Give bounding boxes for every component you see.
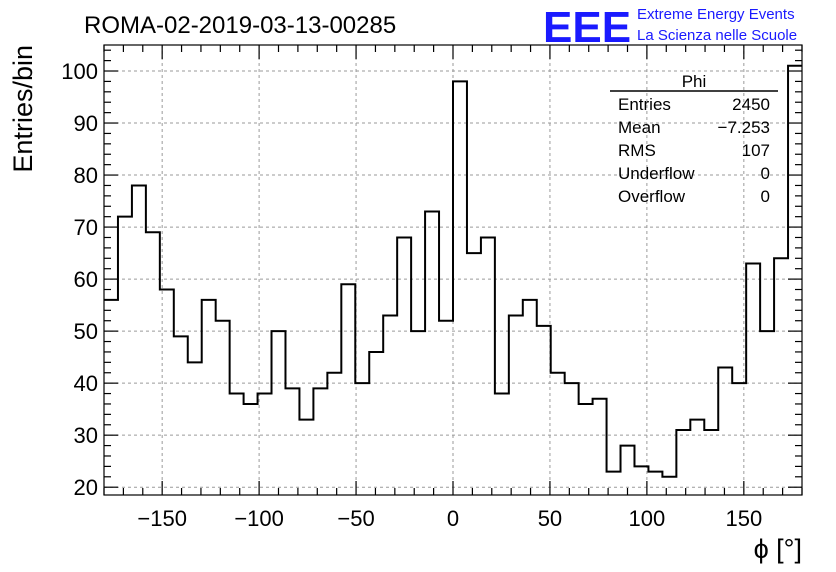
stats-value-underflow: 0 [761, 164, 770, 183]
stats-label-entries: Entries [618, 95, 671, 114]
stats-box: Phi Entries 2450 Mean −7.253 RMS 107 Underflow… [610, 72, 778, 206]
stats-rows: Entries 2450 Mean −7.253 RMS 107 Underflow 0 Ove… [618, 95, 770, 206]
y-tick-label-2: 40 [74, 371, 98, 396]
stats-value-rms: 107 [742, 141, 770, 160]
logo-line-1: Extreme Energy Events [637, 6, 795, 23]
logo-line-2: La Scienza nelle Scuole [637, 27, 797, 44]
stats-value-overflow: 0 [761, 187, 770, 206]
y-tick-label-3: 50 [74, 319, 98, 344]
stats-value-mean: −7.253 [718, 118, 770, 137]
histogram-bins [104, 64, 802, 478]
stats-value-entries: 2450 [732, 95, 770, 114]
stats-label-mean: Mean [618, 118, 661, 137]
x-tick-labels: −150 −100 −50 0 50 100 150 [137, 506, 762, 531]
x-tick-label-1: −100 [234, 506, 284, 531]
x-tick-label-0: −150 [137, 506, 187, 531]
plot-frame [103, 44, 803, 496]
y-tick-label-8: 100 [61, 59, 98, 84]
x-tick-label-2: −50 [337, 506, 374, 531]
chart-title: ROMA-02-2019-03-13-00285 [84, 12, 396, 39]
histogram-outline [104, 64, 802, 478]
y-tick-label-4: 60 [74, 267, 98, 292]
y-tick-label-7: 90 [74, 111, 98, 136]
x-tick-label-3: 0 [447, 506, 459, 531]
y-tick-label-1: 30 [74, 423, 98, 448]
stats-label-overflow: Overflow [618, 187, 686, 206]
y-tick-label-6: 80 [74, 163, 98, 188]
y-tick-label-5: 70 [74, 215, 98, 240]
stats-title: Phi [682, 72, 707, 91]
y-tick-labels: 20 30 40 50 60 70 80 90 100 [61, 59, 98, 500]
stats-label-rms: RMS [618, 141, 656, 160]
x-tick-label-6: 150 [725, 506, 762, 531]
axis-ticks [103, 45, 803, 495]
y-tick-label-0: 20 [74, 475, 98, 500]
x-axis-label: ϕ [°] [754, 534, 802, 564]
stats-label-underflow: Underflow [618, 164, 695, 183]
eee-logo-mark: EEE [543, 3, 631, 52]
x-tick-label-5: 100 [629, 506, 666, 531]
x-tick-label-4: 50 [538, 506, 562, 531]
y-axis-label: Entries/bin [8, 45, 38, 173]
